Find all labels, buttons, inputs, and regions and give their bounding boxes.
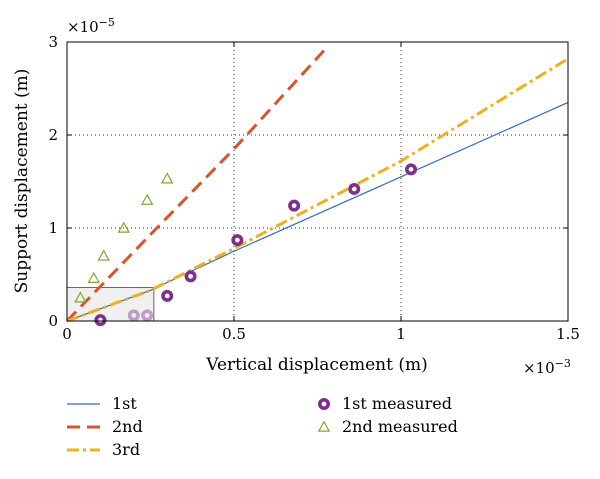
legend: 1st 2nd 3rd 1st measured 2nd measured bbox=[67, 394, 458, 459]
legend-item-1st-measured: 1st measured bbox=[317, 394, 452, 413]
data-point-2nd-measured bbox=[97, 249, 110, 261]
x-tick-label: 0.5 bbox=[222, 325, 246, 343]
data-point-2nd-measured bbox=[74, 291, 87, 303]
plot-area bbox=[67, 42, 568, 321]
axes: 0 0.5 1 1.5 0 1 2 3 bbox=[48, 33, 579, 343]
x-multiplier: ×10−3 bbox=[523, 357, 571, 377]
data-point-2nd-measured bbox=[87, 271, 100, 283]
legend-label: 1st bbox=[112, 394, 137, 413]
data-point-1st-measured bbox=[184, 270, 197, 283]
legend-label: 1st measured bbox=[342, 394, 452, 413]
legend-label: 2nd measured bbox=[342, 417, 458, 436]
data-point-1st-measured-inset bbox=[127, 309, 140, 322]
data-point-2nd-measured bbox=[140, 193, 154, 205]
legend-swatch bbox=[317, 420, 331, 432]
data-point-2nd-measured bbox=[160, 172, 174, 184]
data-point-1st-measured bbox=[94, 314, 107, 327]
legend-item-3rd: 3rd bbox=[67, 440, 140, 459]
data-point-1st-measured bbox=[405, 163, 418, 176]
x-tick-label: 0 bbox=[62, 325, 72, 343]
y-tick-label: 2 bbox=[48, 126, 58, 144]
series-lines bbox=[65, 45, 569, 323]
y-tick-label: 1 bbox=[48, 219, 58, 237]
y-multiplier: ×10−5 bbox=[67, 16, 115, 36]
data-point-2nd-measured bbox=[117, 221, 130, 233]
legend-item-1st: 1st bbox=[67, 394, 137, 413]
y-tick-label: 3 bbox=[48, 33, 58, 51]
y-axis-label: Support displacement (m) bbox=[12, 69, 32, 294]
legend-item-2nd: 2nd bbox=[67, 417, 143, 436]
legend-item-2nd-measured: 2nd measured bbox=[317, 417, 458, 436]
data-point-1st-measured-inset bbox=[141, 309, 154, 322]
legend-label: 2nd bbox=[112, 417, 143, 436]
legend-swatch bbox=[317, 397, 330, 410]
data-point-1st-measured bbox=[288, 199, 301, 212]
series-line-3rd bbox=[66, 57, 569, 323]
series-line-2nd bbox=[65, 45, 329, 323]
grid bbox=[67, 42, 568, 321]
x-tick-label: 1.5 bbox=[556, 325, 580, 343]
x-axis-label: Vertical displacement (m) bbox=[205, 355, 428, 375]
legend-label: 3rd bbox=[112, 440, 140, 459]
series-markers bbox=[74, 163, 418, 327]
x-tick-label: 1 bbox=[396, 325, 406, 343]
data-point-1st-measured bbox=[161, 289, 174, 302]
data-point-1st-measured bbox=[231, 234, 244, 247]
axes-box bbox=[66, 41, 569, 322]
data-point-1st-measured bbox=[348, 182, 361, 195]
y-tick-label: 0 bbox=[48, 312, 58, 330]
